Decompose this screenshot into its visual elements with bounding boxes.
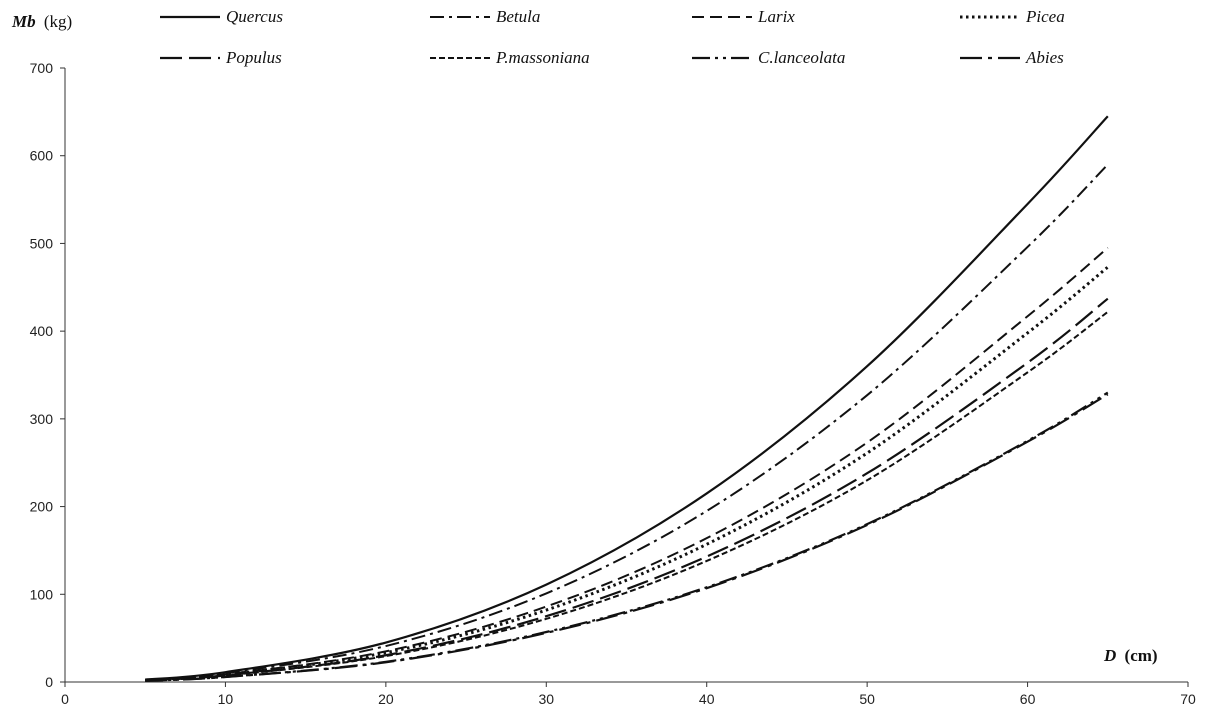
legend-label: C.lanceolata (758, 48, 845, 67)
legend-label: Larix (757, 7, 795, 26)
legend: Quercus Betula Larix Picea Populus P.massonia… (160, 7, 1065, 67)
series-lines (145, 115, 1109, 682)
y-tick-label: 100 (30, 586, 54, 602)
axes (64, 68, 1188, 683)
x-tick-label: 50 (859, 691, 875, 707)
series-line-abies (145, 393, 1109, 682)
x-axis-unit: (cm) (1125, 646, 1158, 665)
series-line-populus (145, 297, 1109, 682)
y-axis-unit: (kg) (44, 12, 72, 31)
y-tick-label: 600 (30, 148, 54, 164)
y-ticks: 0 100 200 300 400 500 600 700 (30, 60, 65, 690)
legend-label: Abies (1025, 48, 1064, 67)
legend-item: Populus (160, 48, 282, 67)
series-line-p-massoniana (145, 311, 1109, 682)
y-tick-label: 0 (45, 674, 53, 690)
x-axis-title: D (cm) (1103, 646, 1158, 665)
y-tick-label: 400 (30, 323, 54, 339)
x-tick-label: 60 (1020, 691, 1036, 707)
legend-item: C.lanceolata (692, 48, 845, 67)
legend-label: Betula (496, 7, 540, 26)
legend-label: P.massoniana (495, 48, 590, 67)
y-axis-symbol: Mb (11, 12, 36, 31)
x-ticks: 0 10 20 30 40 50 60 70 (61, 682, 1196, 707)
legend-item: Abies (960, 48, 1064, 67)
legend-label: Quercus (226, 7, 283, 26)
series-line-c-lanceolata (145, 391, 1109, 682)
series-line-quercus (145, 115, 1109, 681)
series-line-betula (145, 163, 1109, 681)
y-axis-title: Mb (kg) (11, 12, 72, 31)
legend-label: Picea (1025, 7, 1065, 26)
x-tick-label: 0 (61, 691, 69, 707)
x-tick-label: 10 (218, 691, 234, 707)
x-axis-symbol: D (1103, 646, 1116, 665)
y-tick-label: 200 (30, 499, 54, 515)
y-tick-label: 300 (30, 411, 54, 427)
x-tick-label: 20 (378, 691, 394, 707)
x-tick-label: 70 (1180, 691, 1196, 707)
x-tick-label: 40 (699, 691, 715, 707)
series-line-larix (145, 247, 1109, 682)
legend-item: Picea (960, 7, 1065, 26)
legend-item: Larix (692, 7, 795, 26)
y-tick-label: 500 (30, 235, 54, 251)
legend-item: P.massoniana (430, 48, 590, 67)
legend-item: Quercus (160, 7, 283, 26)
legend-label: Populus (225, 48, 282, 67)
legend-item: Betula (430, 7, 540, 26)
y-tick-label: 700 (30, 60, 54, 76)
series-line-picea (145, 265, 1109, 682)
x-tick-label: 30 (538, 691, 554, 707)
